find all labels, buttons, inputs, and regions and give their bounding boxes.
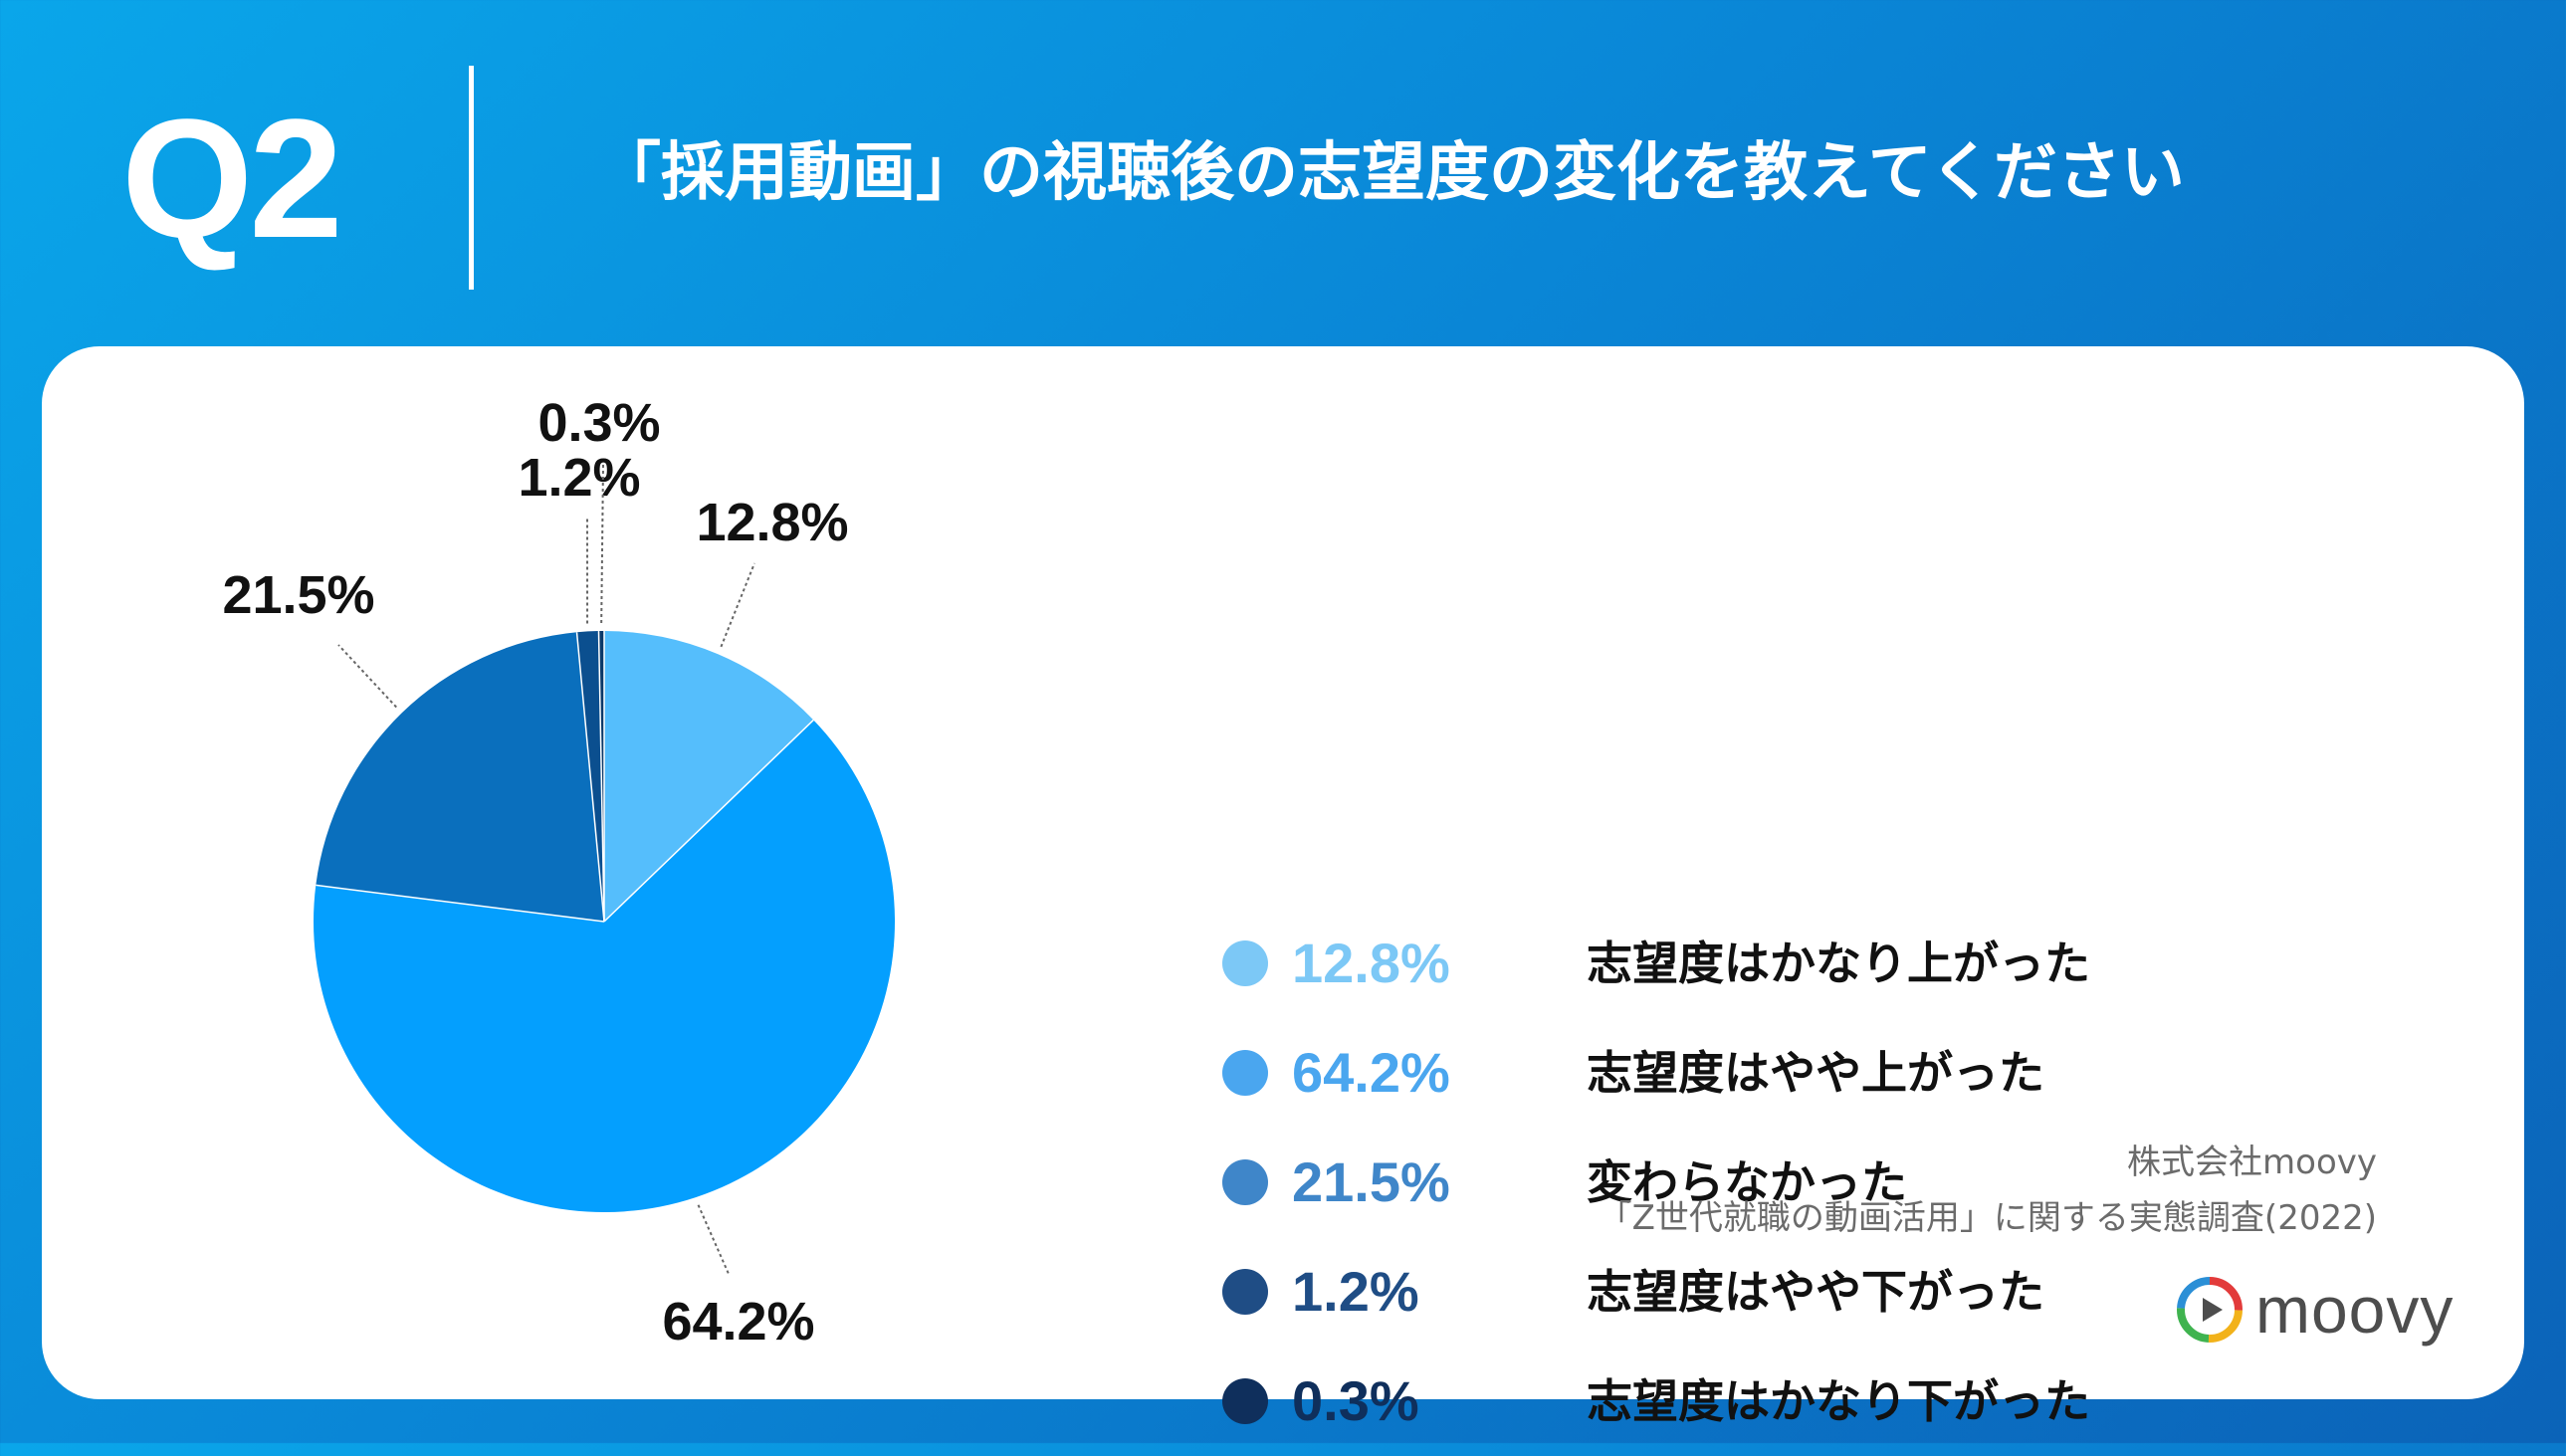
question-title: 「採用動画」の視聴後の志望度の変化を教えてください	[597, 141, 2185, 205]
moovy-logo: moovy	[2174, 1274, 2454, 1346]
legend-label: 志望度はかなり下がった	[1587, 1378, 2090, 1424]
legend-label: 志望度はやや上がった	[1587, 1050, 2044, 1096]
leader-line	[338, 645, 396, 708]
data-label: 64.2%	[662, 1292, 814, 1352]
header-divider	[469, 66, 474, 290]
legend-value: 1.2%	[1292, 1264, 1587, 1320]
legend-value: 64.2%	[1292, 1045, 1587, 1101]
legend-label: 志望度はやや下がった	[1587, 1269, 2044, 1315]
pie-slice	[316, 632, 604, 922]
legend-swatch	[1222, 1159, 1268, 1205]
play-icon	[2174, 1274, 2245, 1346]
legend-swatch	[1222, 1378, 1268, 1424]
data-label: 21.5%	[222, 565, 374, 625]
data-label: 1.2%	[518, 448, 640, 508]
legend-item: 64.2% 志望度はやや上がった	[1222, 1018, 2317, 1128]
legend-value: 0.3%	[1292, 1373, 1587, 1429]
legend-item: 0.3% 志望度はかなり下がった	[1222, 1347, 2317, 1456]
source-note: 株式会社moovy 「Z世代就職の動画活用」に関する実態調査(2022)	[1599, 1135, 2377, 1246]
leader-line	[721, 563, 754, 647]
leader-line	[698, 1205, 729, 1274]
data-label: 12.8%	[696, 493, 848, 552]
legend-value: 12.8%	[1292, 936, 1587, 991]
legend-swatch	[1222, 1050, 1268, 1096]
legend-item: 1.2% 志望度はやや下がった	[1222, 1237, 2317, 1347]
legend-swatch	[1222, 1269, 1268, 1315]
pie-chart: 12.8% 64.2% 21.5% 1.2%0.3%	[42, 346, 1186, 1399]
data-label: 0.3%	[537, 393, 660, 453]
legend-value: 21.5%	[1292, 1154, 1587, 1210]
legend-label: 志望度はかなり上がった	[1587, 940, 2090, 986]
question-number: Q2	[121, 95, 339, 264]
logo-text: moovy	[2255, 1277, 2454, 1343]
source-company: 株式会社moovy	[1599, 1135, 2377, 1190]
legend-item: 12.8% 志望度はかなり上がった	[1222, 909, 2317, 1018]
source-survey: 「Z世代就職の動画活用」に関する実態調査(2022)	[1599, 1190, 2377, 1246]
legend-swatch	[1222, 940, 1268, 986]
